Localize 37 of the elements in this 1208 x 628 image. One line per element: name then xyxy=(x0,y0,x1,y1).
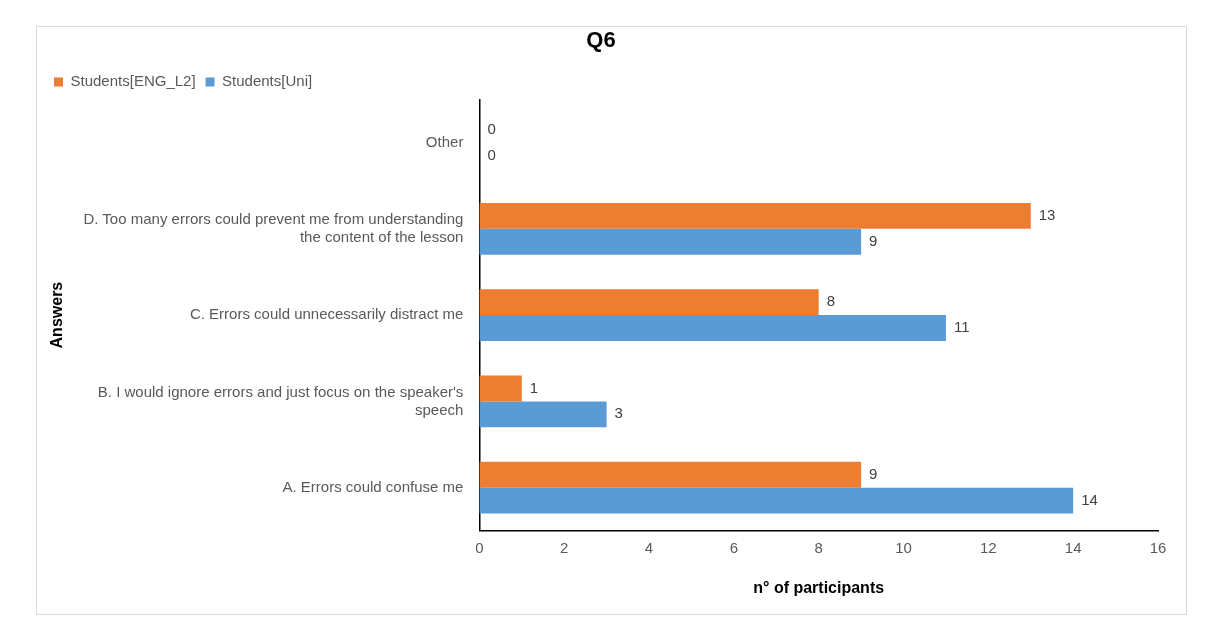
data-label: 9 xyxy=(869,231,878,249)
y-tick-label: B. I would ignore errors and just focus on the speaker's speech xyxy=(97,382,464,418)
y-tick-label: Other xyxy=(425,132,464,150)
x-tick-label: 2 xyxy=(560,538,569,556)
bar xyxy=(479,289,819,316)
bar xyxy=(479,461,862,488)
legend-label: Students[Uni] xyxy=(222,72,313,90)
data-label: 0 xyxy=(487,119,496,137)
bar xyxy=(479,401,607,428)
x-tick-label: 6 xyxy=(729,538,739,556)
data-label: 3 xyxy=(614,404,623,422)
data-label: 14 xyxy=(1081,490,1098,508)
data-label: 13 xyxy=(1038,206,1056,224)
data-label: 0 xyxy=(487,145,496,163)
x-tick-label: 10 xyxy=(895,538,912,556)
x-tick-label: 8 xyxy=(814,538,823,556)
bar xyxy=(479,487,1074,514)
data-label: 9 xyxy=(869,464,878,482)
bar xyxy=(479,375,522,402)
legend-label: Students[ENG_L2] xyxy=(70,72,196,90)
data-label: 1 xyxy=(529,378,539,396)
x-tick-label: 14 xyxy=(1064,538,1082,556)
chart-title: Q6 xyxy=(586,27,616,53)
y-tick-label: A. Errors could confuse me xyxy=(282,477,464,495)
y-axis-title: Answers xyxy=(48,281,66,349)
x-tick-label: 12 xyxy=(980,538,997,556)
y-tick-label: D. Too many errors could prevent me from understanding the content of the lesson xyxy=(83,209,464,245)
data-label: 8 xyxy=(826,292,836,310)
x-axis-title: n° of participants xyxy=(753,578,885,596)
y-tick-label: C. Errors could unnecessarily distract me xyxy=(189,305,464,323)
x-tick-label: 0 xyxy=(475,538,484,556)
bar xyxy=(479,228,862,255)
x-tick-label: 16 xyxy=(1149,538,1167,556)
bar xyxy=(479,202,1031,229)
data-label: 11 xyxy=(953,318,970,336)
bar xyxy=(479,315,946,341)
x-tick-label: 4 xyxy=(644,538,654,556)
